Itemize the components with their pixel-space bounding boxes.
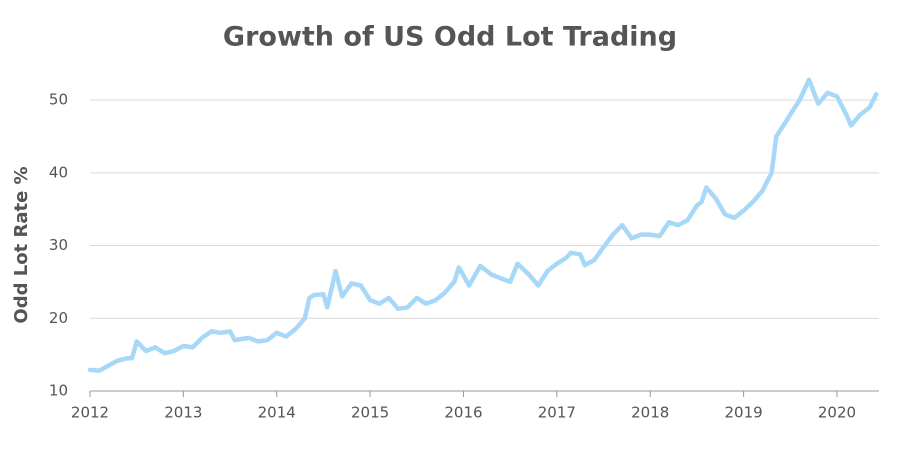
- x-tick-label: 2017: [538, 404, 576, 422]
- x-tick-label: 2015: [351, 404, 389, 422]
- x-tick-label: 2013: [164, 404, 202, 422]
- data-line: [87, 77, 879, 373]
- x-tick-label: 2012: [71, 404, 109, 422]
- y-axis-label: Odd Lot Rate %: [11, 166, 32, 323]
- x-tick-label: 2014: [258, 404, 296, 422]
- chart-title: Growth of US Odd Lot Trading: [223, 22, 677, 53]
- y-tick-label: 20: [49, 309, 68, 327]
- x-tick-label: 2018: [631, 404, 669, 422]
- y-tick-label: 40: [49, 163, 68, 181]
- x-tick-label: 2019: [725, 404, 763, 422]
- y-tick-label: 10: [49, 382, 68, 400]
- x-tick-label: 2020: [818, 404, 856, 422]
- y-tick-label: 30: [49, 236, 68, 254]
- y-tick-label: 50: [49, 91, 68, 109]
- x-tick-label: 2016: [444, 404, 482, 422]
